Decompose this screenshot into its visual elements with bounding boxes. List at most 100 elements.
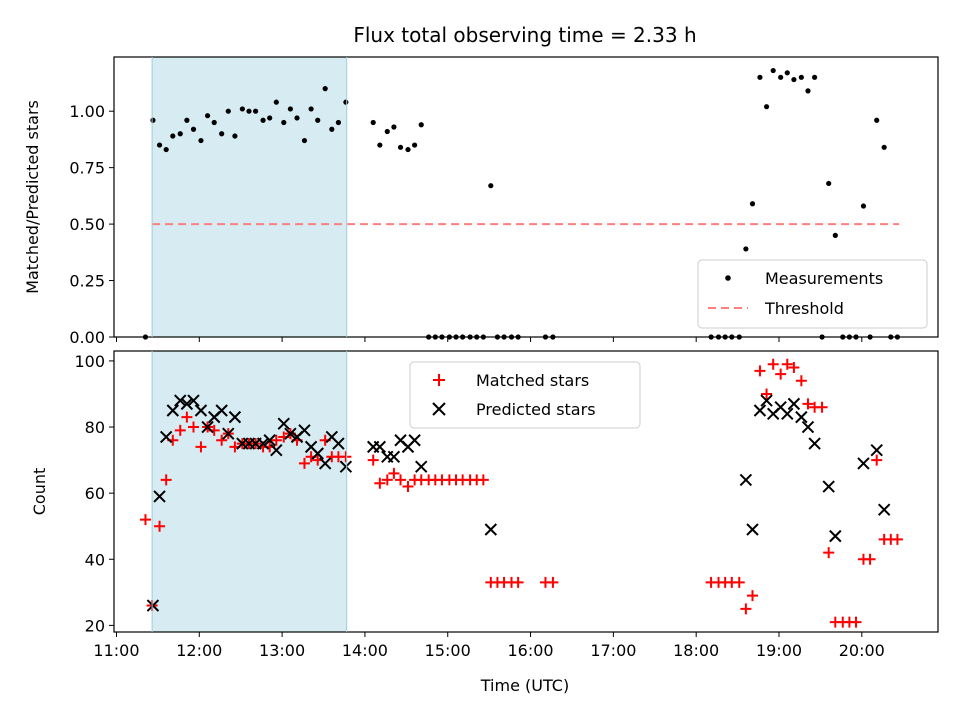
bottom-ytick-label: 60	[85, 484, 105, 503]
predicted-star-point	[284, 427, 297, 440]
predicted-star-point	[484, 523, 498, 536]
predicted-star-point	[870, 443, 883, 457]
measurement-point	[770, 67, 776, 74]
predicted-star-point	[187, 394, 200, 407]
matched-star-point	[139, 514, 151, 526]
legend-predicted-marker	[432, 402, 446, 416]
bottom-plot-frame	[113, 350, 939, 633]
matched-star-point	[195, 441, 207, 453]
measurement-point	[832, 232, 838, 238]
measurement-point	[397, 144, 404, 150]
measurement-point	[232, 133, 238, 139]
measurement-point	[315, 117, 321, 123]
matched-star-point	[381, 474, 393, 486]
measurement-point	[260, 117, 266, 123]
matched-star-point	[754, 365, 766, 377]
predicted-star-point	[795, 410, 808, 424]
matched-star-point	[216, 434, 228, 446]
measurement-point	[163, 146, 169, 153]
matched-star-point	[188, 421, 200, 433]
top-ytick-label: 0.50	[69, 215, 105, 234]
measurement-point	[798, 74, 804, 80]
measurement-point	[301, 137, 308, 144]
predicted-star-point	[201, 420, 214, 434]
measurement-point	[749, 201, 756, 207]
xtick-label: 20:00	[839, 641, 885, 660]
chart-title: Flux total observing time = 2.33 h	[353, 23, 696, 47]
top-legend: Measurements Threshold	[697, 259, 928, 329]
measurement-point	[384, 128, 390, 135]
legend-measurements-label: Measurements	[765, 269, 883, 288]
measurement-point	[370, 119, 376, 126]
top-ytick-label: 0.00	[69, 328, 105, 347]
legend-measurements-marker	[725, 275, 731, 281]
predicted-star-point	[339, 460, 353, 473]
xtick-label: 11:00	[93, 641, 139, 660]
predicted-star-point	[746, 523, 759, 536]
bottom-panel: 20 40 60 80 100 11:00 12:00 13:00 14:00 15:00 16:…	[30, 350, 939, 695]
matched-star-point	[270, 434, 282, 446]
matched-star-point	[547, 576, 559, 588]
measurement-point	[294, 115, 300, 121]
measurement-point	[322, 86, 328, 92]
measurement-point	[812, 74, 818, 80]
measurement-point	[874, 117, 880, 123]
matched-star-point	[788, 362, 800, 374]
top-observing-span	[152, 57, 347, 337]
measurement-point	[273, 99, 279, 105]
predicted-star-point	[739, 473, 753, 487]
matched-star-point	[740, 603, 752, 615]
legend-matched-label: Matched stars	[476, 371, 589, 390]
predicted-star-point	[311, 447, 324, 460]
matched-star-point	[891, 533, 903, 545]
predicted-star-point	[146, 599, 160, 612]
predicted-stars-points	[146, 394, 891, 612]
predicted-star-point	[277, 417, 290, 430]
predicted-star-point	[153, 490, 166, 503]
predicted-star-point	[270, 443, 283, 457]
measurement-point	[211, 119, 217, 126]
predicted-star-point	[263, 434, 276, 447]
measurement-point	[405, 146, 411, 153]
bottom-ytick-label: 40	[85, 550, 105, 569]
measurement-point	[150, 117, 156, 123]
matched-star-point	[402, 481, 414, 493]
x-axis-label: Time (UTC)	[480, 676, 569, 695]
measurement-point	[418, 122, 424, 128]
predicted-star-point	[332, 437, 345, 450]
predicted-star-point	[194, 404, 208, 417]
predicted-star-point	[387, 450, 401, 463]
xtick-label: 13:00	[259, 641, 305, 660]
xtick-label: 16:00	[508, 641, 554, 660]
bottom-legend: Matched stars Predicted stars	[409, 361, 641, 429]
measurement-point	[343, 99, 349, 105]
matched-star-point	[761, 388, 773, 400]
measurement-point	[805, 88, 811, 94]
measurement-point	[239, 106, 245, 112]
bottom-ytick-label: 100	[74, 352, 105, 371]
matched-star-point	[154, 520, 166, 532]
bottom-ytick-label: 80	[85, 418, 105, 437]
measurement-point	[778, 74, 784, 80]
measurement-point	[287, 106, 293, 112]
measurement-point	[246, 108, 252, 114]
matched-star-point	[802, 398, 814, 410]
bottom-y-axis-label: Count	[30, 468, 49, 516]
measurement-point	[335, 119, 342, 126]
matched-star-point	[367, 454, 379, 466]
measurement-point	[267, 115, 273, 121]
matched-star-point	[795, 375, 807, 387]
bottom-observing-span	[152, 351, 347, 632]
predicted-star-point	[857, 457, 870, 470]
predicted-star-point	[159, 430, 173, 444]
predicted-star-point	[829, 529, 842, 543]
matched-star-point	[746, 590, 758, 602]
predicted-star-point	[228, 410, 242, 424]
xtick-label: 19:00	[756, 641, 802, 660]
top-ytick-label: 1.00	[69, 102, 105, 121]
measurement-point	[190, 126, 197, 132]
bottom-y-ticks: 20 40 60 80 100	[74, 352, 114, 635]
measurement-point	[156, 142, 163, 148]
predicted-star-point	[256, 437, 270, 450]
